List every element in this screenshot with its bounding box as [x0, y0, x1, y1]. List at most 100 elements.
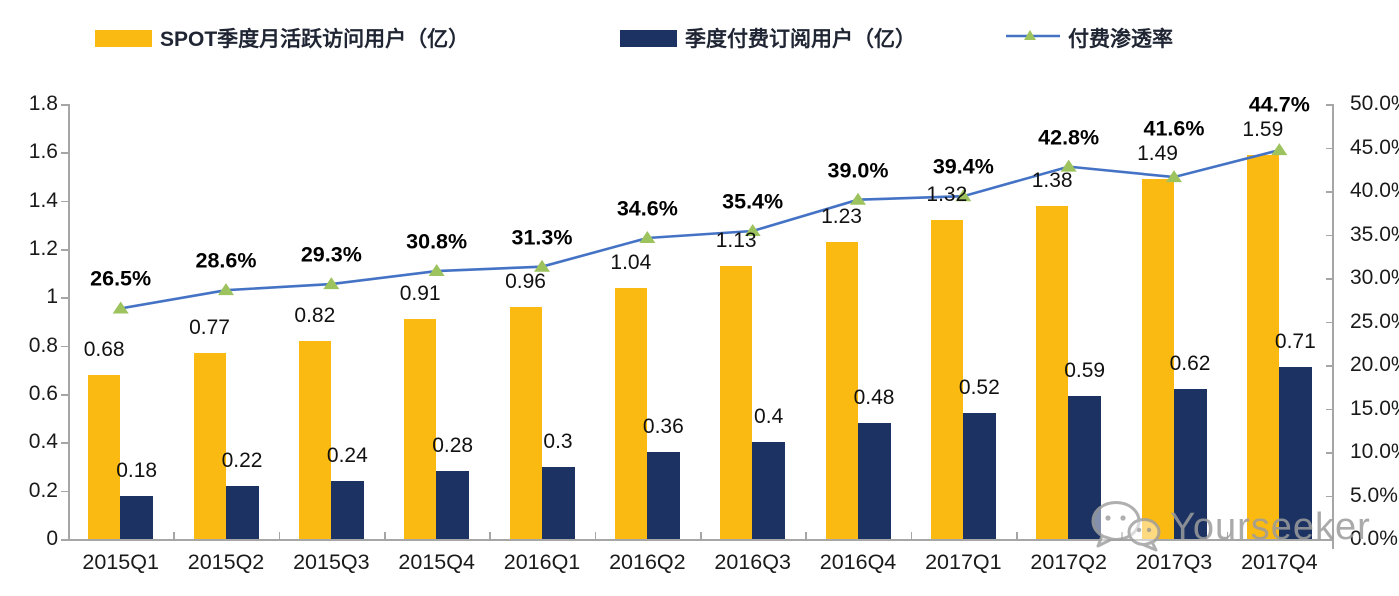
- mau-value-label: 0.77: [189, 315, 230, 339]
- left-axis-tick: [61, 490, 68, 493]
- subscribers-bar: [120, 495, 154, 539]
- left-axis-line: [68, 104, 70, 539]
- right-axis-tick: [1326, 147, 1332, 149]
- subscribers-value-label: 0.24: [326, 444, 368, 467]
- right-axis-tick-label: 0.0%: [1350, 527, 1398, 550]
- subscribers-bar: [1278, 367, 1312, 539]
- penetration-value-label: 39.4%: [932, 154, 994, 179]
- left-axis-tick: [61, 152, 68, 154]
- mau-bar: [404, 319, 437, 539]
- right-axis-tick: [1326, 408, 1332, 410]
- mau-bar: [298, 340, 331, 539]
- penetration-value-label: 30.8%: [406, 229, 468, 254]
- right-axis-tick: [1326, 104, 1332, 106]
- subscribers-value-label: 0.52: [958, 376, 1000, 400]
- penetration-value-label: 29.3%: [300, 242, 362, 267]
- legend-label-subscribers: 季度付费订阅用户（亿）: [685, 28, 916, 51]
- x-axis-label: 2015Q3: [293, 550, 370, 574]
- right-axis-tick-label: 50.0%: [1350, 92, 1399, 115]
- x-axis-tick: [68, 532, 70, 539]
- subscribers-bar: [1173, 389, 1207, 539]
- penetration-value-label: 34.6%: [616, 196, 678, 221]
- watermark-text: Yourseeker: [1170, 506, 1371, 548]
- right-axis-tick: [1326, 452, 1332, 454]
- left-axis-tick-label: 1: [46, 285, 58, 309]
- penetration-value-label: 44.7%: [1248, 92, 1310, 117]
- left-axis-tick: [61, 200, 68, 203]
- x-axis-label: 2016Q3: [714, 550, 791, 574]
- mau-legend-swatch-icon: [95, 29, 152, 47]
- mau-value-label: 1.13: [715, 228, 757, 252]
- x-axis-label: 2017Q1: [925, 550, 1002, 574]
- subscribers-value-label: 0.71: [1274, 330, 1316, 354]
- mau-value-label: 0.68: [83, 337, 125, 361]
- x-axis-label: 2015Q1: [82, 550, 159, 574]
- subscribers-value-label: 0.48: [853, 386, 895, 409]
- x-axis-tick: [1226, 532, 1229, 539]
- left-axis-tick: [61, 539, 68, 541]
- right-axis-tick-label: 40.0%: [1350, 179, 1399, 202]
- right-axis-tick: [1326, 278, 1332, 280]
- mau-bar: [614, 287, 647, 539]
- left-axis-tick: [61, 104, 68, 106]
- penetration-value-label: 26.5%: [90, 266, 152, 291]
- right-axis-tick-label: 15.0%: [1350, 396, 1399, 420]
- subscribers-bar: [857, 423, 891, 539]
- left-axis-tick-label: 1.8: [28, 92, 58, 115]
- left-axis-tick-label: 0: [46, 527, 58, 550]
- left-axis-tick: [61, 345, 68, 348]
- subscribers-legend-swatch-icon: [620, 29, 677, 47]
- subscribers-value-label: 0.28: [432, 434, 474, 458]
- x-axis-label: 2017Q4: [1241, 550, 1318, 574]
- left-axis-tick-label: 1.6: [28, 140, 58, 164]
- right-axis-tick-label: 30.0%: [1350, 266, 1399, 289]
- legend-item-subscribers: 季度付费订阅用户（亿）: [620, 23, 916, 53]
- subscribers-value-label: 0.18: [116, 458, 158, 482]
- mau-bar: [193, 352, 226, 539]
- penetration-value-label: 42.8%: [1038, 125, 1100, 150]
- mau-bar: [509, 307, 542, 539]
- penetration-value-label: 41.6%: [1143, 116, 1205, 141]
- x-axis-label: 2016Q1: [503, 550, 581, 574]
- left-axis-tick-label: 1.4: [28, 188, 58, 212]
- right-axis-tick-label: 5.0%: [1350, 483, 1398, 507]
- subscribers-value-label: 0.3: [543, 429, 573, 453]
- x-axis-label: 2017Q3: [1135, 550, 1213, 574]
- x-axis-label: 2015Q4: [398, 550, 475, 574]
- wechat-icon: [1086, 496, 1164, 559]
- mau-value-label: 1.23: [821, 204, 862, 228]
- mau-value-label: 1.59: [1242, 117, 1284, 141]
- x-axis-label: 2016Q4: [819, 550, 897, 574]
- legend-item-penetration: 付费渗透率: [1006, 23, 1173, 53]
- subscribers-bar: [330, 481, 364, 539]
- legend-label-mau: SPOT季度月活跃访问用户（亿）: [160, 28, 470, 51]
- subscribers-bar: [541, 466, 575, 539]
- x-axis-label: 2017Q2: [1030, 550, 1107, 574]
- right-axis-line: [1332, 104, 1334, 549]
- left-axis-tick: [61, 394, 68, 396]
- watermark: Yourseeker: [1086, 496, 1371, 559]
- right-axis-tick-label: 10.0%: [1350, 440, 1399, 463]
- mau-value-label: 0.91: [399, 282, 441, 306]
- line-marker-legend-icon: [1006, 27, 1060, 50]
- mau-bar: [88, 374, 121, 539]
- x-axis-tick: [594, 532, 597, 539]
- penetration-value-label: 31.3%: [511, 225, 573, 250]
- mau-value-label: 1.04: [610, 250, 652, 274]
- left-axis-tick-label: 0.8: [28, 333, 58, 357]
- left-axis-tick-label: 0.6: [28, 382, 58, 405]
- left-axis-tick-label: 0.4: [28, 430, 58, 454]
- right-axis-tick: [1326, 495, 1332, 497]
- x-axis-tick: [805, 532, 807, 539]
- right-axis-tick: [1326, 191, 1332, 193]
- subscribers-value-label: 0.22: [221, 448, 263, 472]
- x-axis-tick: [1016, 532, 1018, 539]
- subscribers-bar: [225, 485, 259, 539]
- subscribers-bar: [436, 471, 470, 539]
- right-axis-tick: [1326, 234, 1332, 236]
- right-axis-tick: [1326, 321, 1332, 323]
- subscribers-value-label: 0.4: [754, 405, 784, 429]
- right-axis-tick-label: 35.0%: [1350, 222, 1399, 246]
